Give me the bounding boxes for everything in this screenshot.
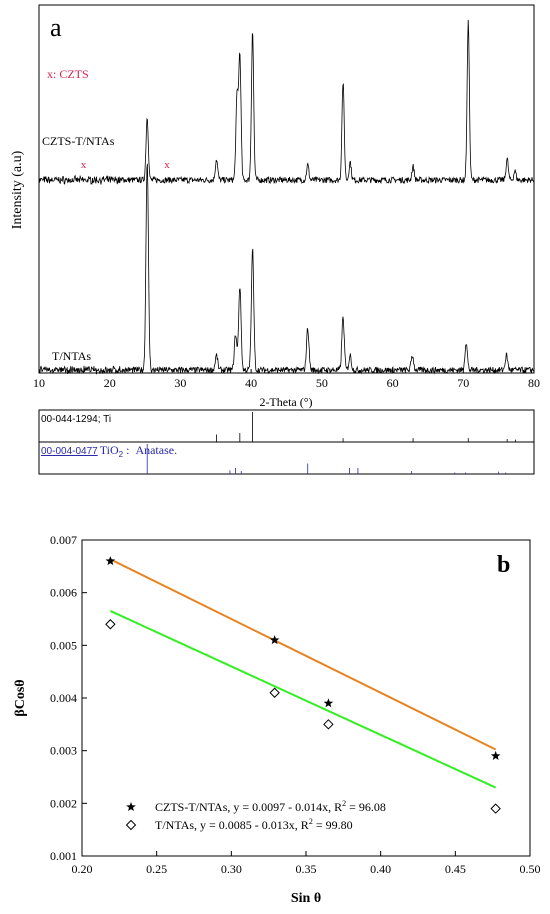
data-point-diamond — [490, 803, 501, 814]
panel-b-y-tick-label: 0.004 — [50, 691, 77, 705]
panel-a-x-tick-label: 10 — [33, 376, 45, 390]
panel-b-points — [105, 556, 501, 814]
data-point-star — [105, 556, 116, 566]
panel-b-y-axis-label: βCosθ — [13, 679, 28, 716]
czts-legend-note: x: CZTS — [47, 67, 89, 81]
ref-ti-label: ; Ti — [98, 414, 111, 425]
trace-t-ntas — [38, 163, 535, 375]
panel-a: a x: CZTS CZTS-T/NTAs T/NTAs Intensity (… — [10, 4, 540, 409]
panel-b-y-tick-label: 0.006 — [50, 586, 77, 600]
ref-anatase-formula: TiO — [100, 443, 119, 457]
series-label-t-ntas: T/NTAs — [52, 349, 91, 363]
panel-b-x-tick-label: 0.35 — [296, 862, 317, 876]
ref-anatase-formula-sub: 2 — [119, 450, 124, 459]
trace-czts-t-ntas — [38, 19, 535, 185]
ref-anatase-sep: : — [123, 443, 129, 457]
ref-anatase-label: Anatase. — [135, 443, 177, 457]
panel-b-x-axis-label: Sin θ — [291, 891, 321, 906]
panel-b-letter: b — [497, 552, 510, 578]
panel-a-x-tick-label: 70 — [457, 376, 469, 390]
ref-anatase-code: 00-004-0477 — [41, 446, 98, 457]
panel-b-x-tick-label: 0.45 — [445, 862, 466, 876]
panel-b-legend: CZTS-T/NTAs, y = 0.0097 - 0.014x, R2 = 9… — [125, 799, 386, 832]
data-point-diamond — [105, 619, 116, 630]
series-label-czts-t-ntas: CZTS-T/NTAs — [42, 134, 115, 148]
panel-b-y-tick-label: 0.007 — [50, 533, 77, 547]
ref-anatase-lines — [146, 444, 507, 474]
data-point-star — [490, 750, 501, 760]
panel-a-letter: a — [50, 13, 62, 42]
czts-marker: x — [164, 159, 170, 171]
panel-b-y-tick-label: 0.001 — [50, 849, 77, 863]
fit-line-star — [109, 558, 497, 751]
panel-a-x-axis-label: 2-Theta (°) — [259, 395, 312, 409]
panel-b: b βCosθ Sin θ 0.20 0.25 0.30 0.35 0.40 0.45 0.… — [13, 533, 541, 906]
panel-a-x-tick-label: 20 — [104, 376, 116, 390]
panel-a-x-tick-label: 80 — [528, 376, 540, 390]
czts-marker: x — [81, 159, 87, 171]
data-point-diamond — [323, 719, 334, 730]
panel-a-frame — [38, 4, 535, 374]
panel-b-x-tick-label: 0.40 — [370, 862, 391, 876]
reference-patterns: 00-044-1294; Ti 00-004-0477 TiO2 : Anatase… — [38, 409, 535, 475]
panel-b-x-tick-label: 0.50 — [520, 862, 541, 876]
ref-ti-code: 00-044-1294 — [41, 414, 98, 425]
panel-b-axes: 0.20 0.25 0.30 0.35 0.40 0.45 0.50 0.001 0.002 0.… — [50, 533, 541, 876]
panel-a-x-tick-label: 30 — [174, 376, 186, 390]
data-point-diamond — [269, 687, 280, 698]
panel-b-y-tick-label: 0.003 — [50, 744, 77, 758]
fit-line-diamond — [109, 610, 497, 789]
panel-b-y-tick-label: 0.005 — [50, 638, 77, 652]
panel-b-x-tick-label: 0.20 — [72, 862, 93, 876]
panel-a-x-tick-label: 40 — [245, 376, 257, 390]
legend-entry-t-ntas: T/NTAs, y = 0.0085 - 0.013x, R2 = 99.80 — [155, 817, 353, 832]
data-point-star — [323, 698, 334, 708]
legend-star-shape — [126, 802, 136, 811]
legend-diamond-shape — [125, 819, 137, 831]
panel-a-y-axis-label: Intensity (a.u) — [10, 150, 25, 229]
ref-ti-lines — [216, 412, 517, 442]
panel-a-x-tick-label: 60 — [387, 376, 399, 390]
panel-a-x-tick-label: 50 — [316, 376, 328, 390]
panel-b-x-tick-label: 0.25 — [146, 862, 167, 876]
legend-entry-czts-t-ntas: CZTS-T/NTAs, y = 0.0097 - 0.014x, R2 = 9… — [155, 799, 386, 814]
panel-b-y-tick-label: 0.002 — [50, 796, 77, 810]
panel-b-x-tick-label: 0.30 — [221, 862, 242, 876]
legend-marker-star — [126, 802, 136, 811]
panel-b-fit-lines — [109, 558, 497, 789]
data-point-star — [269, 635, 280, 645]
legend-marker-diamond — [125, 819, 137, 831]
panel-a-x-axis: 10 20 30 40 50 60 70 80 — [33, 369, 540, 390]
svg-text:00-044-1294; Ti: 00-044-1294; Ti — [41, 414, 111, 425]
